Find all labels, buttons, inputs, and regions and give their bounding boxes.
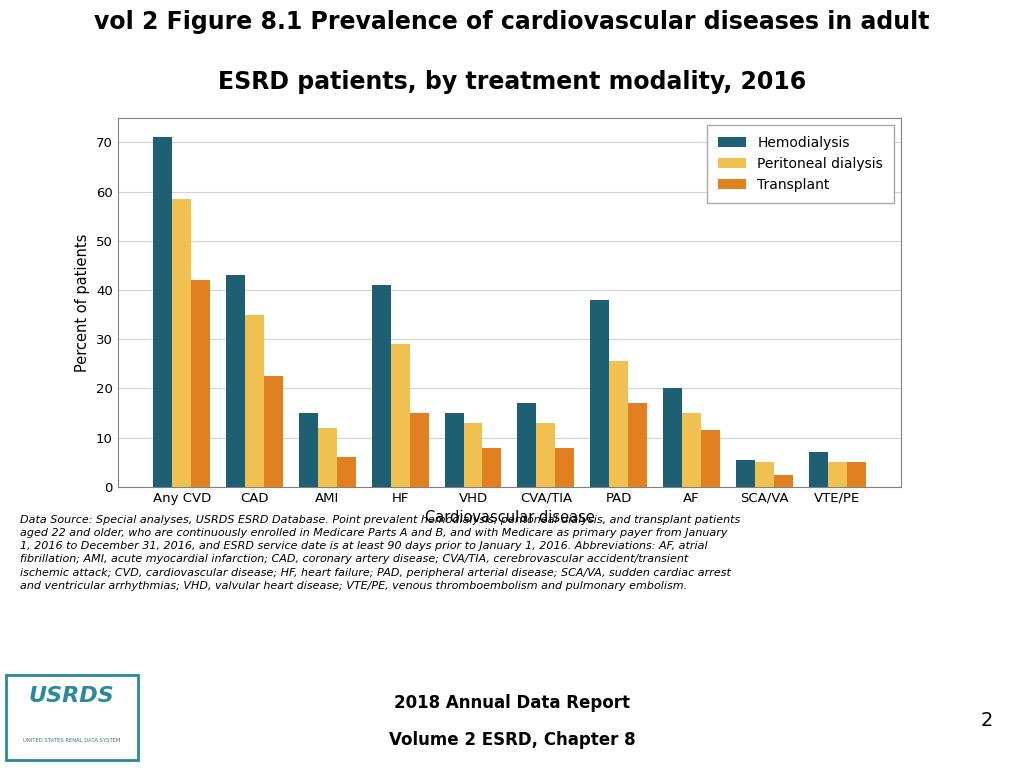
- Bar: [628, 403, 647, 487]
- Text: UNITED STATES RENAL DATA SYSTEM: UNITED STATES RENAL DATA SYSTEM: [23, 737, 121, 743]
- Legend: Hemodialysis, Peritoneal dialysis, Transplant: Hemodialysis, Peritoneal dialysis, Trans…: [708, 124, 894, 203]
- Bar: [410, 413, 429, 487]
- Text: 2018 Annual Data Report: 2018 Annual Data Report: [394, 694, 630, 712]
- Bar: [736, 460, 755, 487]
- Bar: [245, 315, 264, 487]
- Bar: [391, 344, 410, 487]
- Bar: [590, 300, 609, 487]
- Bar: [774, 475, 793, 487]
- Bar: [517, 403, 537, 487]
- Y-axis label: Percent of patients: Percent of patients: [76, 233, 90, 372]
- Bar: [337, 458, 355, 487]
- Bar: [701, 430, 720, 487]
- Text: USRDS: USRDS: [29, 686, 115, 706]
- Text: ESRD patients, by treatment modality, 2016: ESRD patients, by treatment modality, 20…: [218, 71, 806, 94]
- Bar: [609, 362, 628, 487]
- Bar: [226, 275, 245, 487]
- Bar: [482, 448, 502, 487]
- Bar: [317, 428, 337, 487]
- Bar: [444, 413, 464, 487]
- Bar: [299, 413, 317, 487]
- Text: vol 2 Figure 8.1 Prevalence of cardiovascular diseases in adult: vol 2 Figure 8.1 Prevalence of cardiovas…: [94, 10, 930, 34]
- Text: Volume 2 ESRD, Chapter 8: Volume 2 ESRD, Chapter 8: [389, 731, 635, 749]
- Bar: [172, 199, 191, 487]
- Bar: [464, 423, 482, 487]
- Bar: [191, 280, 210, 487]
- Bar: [755, 462, 774, 487]
- Bar: [664, 389, 682, 487]
- Bar: [847, 462, 865, 487]
- Bar: [154, 137, 172, 487]
- Bar: [555, 448, 574, 487]
- Bar: [264, 376, 283, 487]
- Bar: [372, 285, 391, 487]
- Text: Data Source: Special analyses, USRDS ESRD Database. Point prevalent hemodialysis: Data Source: Special analyses, USRDS ESR…: [20, 515, 740, 591]
- Bar: [827, 462, 847, 487]
- Bar: [682, 413, 701, 487]
- Bar: [809, 452, 827, 487]
- Bar: [537, 423, 555, 487]
- X-axis label: Cardiovascular disease: Cardiovascular disease: [425, 511, 594, 525]
- Text: 2: 2: [981, 711, 993, 730]
